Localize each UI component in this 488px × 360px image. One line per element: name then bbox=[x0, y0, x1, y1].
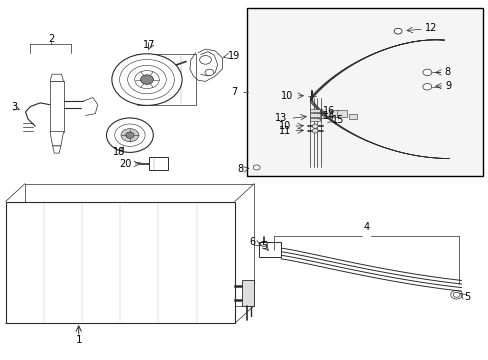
Bar bbox=[310, 109, 320, 112]
Text: 20: 20 bbox=[119, 159, 131, 169]
Polygon shape bbox=[53, 146, 61, 153]
Text: 16: 16 bbox=[322, 106, 334, 116]
Text: 11: 11 bbox=[279, 126, 291, 136]
Bar bbox=[310, 118, 320, 121]
Text: 10: 10 bbox=[281, 91, 293, 101]
Text: 17: 17 bbox=[143, 40, 155, 50]
Text: 18: 18 bbox=[112, 147, 124, 157]
Bar bbox=[137, 54, 195, 105]
Circle shape bbox=[125, 132, 134, 138]
Text: 9: 9 bbox=[445, 81, 450, 91]
Circle shape bbox=[141, 75, 153, 84]
Circle shape bbox=[121, 129, 139, 142]
Text: 19: 19 bbox=[228, 50, 240, 60]
Circle shape bbox=[106, 118, 153, 152]
Bar bbox=[242, 280, 254, 306]
Text: 3: 3 bbox=[11, 102, 18, 112]
Text: 13: 13 bbox=[275, 113, 287, 123]
Bar bbox=[348, 114, 356, 119]
Text: 7: 7 bbox=[231, 87, 237, 97]
Bar bbox=[50, 81, 63, 132]
Polygon shape bbox=[50, 74, 63, 81]
Bar bbox=[149, 157, 167, 170]
Circle shape bbox=[312, 124, 318, 129]
Text: 1: 1 bbox=[75, 334, 82, 345]
Text: 8: 8 bbox=[236, 164, 243, 174]
Polygon shape bbox=[5, 202, 234, 323]
Text: 5: 5 bbox=[463, 292, 469, 302]
Circle shape bbox=[422, 84, 431, 90]
Text: 2: 2 bbox=[48, 34, 55, 44]
Text: 14: 14 bbox=[322, 111, 334, 121]
Circle shape bbox=[253, 165, 260, 170]
Bar bbox=[259, 242, 281, 257]
Circle shape bbox=[112, 54, 182, 105]
Polygon shape bbox=[50, 132, 63, 146]
Bar bbox=[336, 110, 346, 117]
Bar bbox=[329, 110, 339, 117]
Text: 12: 12 bbox=[424, 23, 436, 33]
Text: 6: 6 bbox=[249, 237, 255, 247]
Text: 15: 15 bbox=[331, 115, 344, 125]
Circle shape bbox=[312, 129, 318, 133]
Text: 8: 8 bbox=[444, 67, 449, 77]
Circle shape bbox=[422, 69, 431, 76]
Circle shape bbox=[199, 55, 211, 64]
Text: 4: 4 bbox=[363, 222, 369, 231]
Circle shape bbox=[393, 28, 401, 34]
Bar bbox=[310, 113, 320, 117]
Circle shape bbox=[204, 69, 213, 76]
Text: 5: 5 bbox=[260, 241, 266, 251]
Bar bbox=[246, 8, 483, 176]
Text: 10: 10 bbox=[279, 121, 291, 131]
